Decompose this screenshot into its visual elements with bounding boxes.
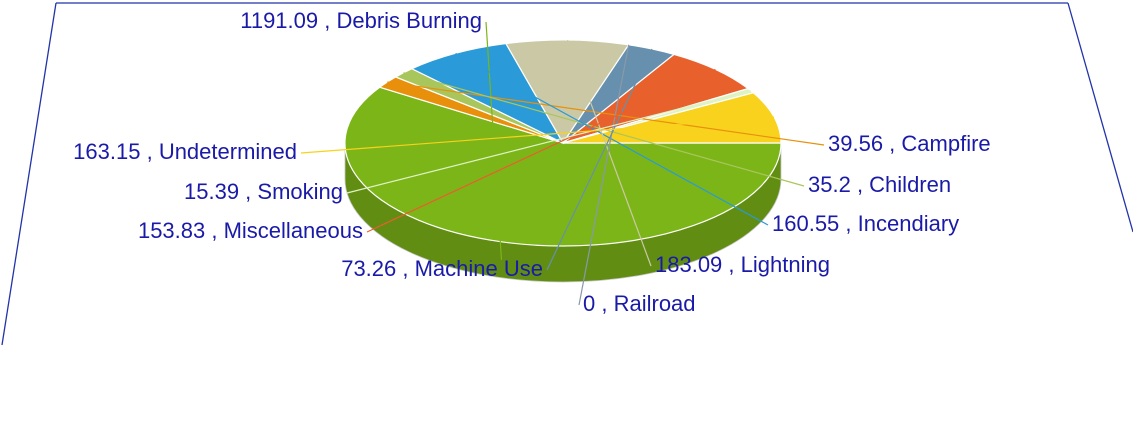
label-value: 153.83 <box>138 218 205 243</box>
leader-line <box>578 44 630 306</box>
leader-line <box>566 39 652 267</box>
frame-right <box>1067 2 1133 233</box>
label-separator: , <box>722 252 740 277</box>
label-value: 163.15 <box>73 139 140 164</box>
label-category: Machine Use <box>415 256 543 281</box>
label-separator: , <box>140 139 158 164</box>
label-category: Lightning <box>741 252 830 277</box>
frame <box>1 2 1133 346</box>
label-category: Children <box>869 172 951 197</box>
label-value: 15.39 <box>184 179 239 204</box>
label-separator: , <box>883 131 901 156</box>
pie-slice <box>344 86 782 247</box>
leader-line <box>455 52 769 226</box>
leader-line <box>346 90 751 194</box>
label-separator: , <box>595 291 613 316</box>
data-label: 1191.09 , Debris Burning <box>240 8 482 33</box>
label-separator: , <box>851 172 869 197</box>
leader-line <box>485 21 503 260</box>
data-label: 35.2 , Children <box>808 172 951 197</box>
frame-left <box>1 2 57 346</box>
label-value: 73.26 <box>341 256 396 281</box>
leader-line <box>546 48 653 271</box>
data-label: 39.56 , Campfire <box>828 131 991 156</box>
leader-line <box>366 68 716 233</box>
label-separator: , <box>396 256 414 281</box>
leader-line <box>403 72 805 187</box>
data-label: 0 , Railroad <box>583 291 696 316</box>
data-label: 160.55 , Incendiary <box>772 211 959 236</box>
label-value: 183.09 <box>655 252 722 277</box>
label-category: Incendiary <box>858 211 960 236</box>
leader-line <box>300 116 775 154</box>
data-label: 15.39 , Smoking <box>184 179 343 204</box>
label-value: 39.56 <box>828 131 883 156</box>
pie-tops <box>344 39 782 247</box>
label-category: Miscellaneous <box>224 218 363 243</box>
label-category: Undetermined <box>159 139 297 164</box>
labels: 1191.09 , Debris Burning 39.56 , Campfire… <box>73 8 990 316</box>
label-value: 160.55 <box>772 211 839 236</box>
data-label: 153.83 , Miscellaneous <box>138 218 363 243</box>
label-separator: , <box>318 8 336 33</box>
data-label: 183.09 , Lightning <box>655 252 830 277</box>
label-separator: , <box>205 218 223 243</box>
label-category: Campfire <box>901 131 990 156</box>
label-value: 0 <box>583 291 595 316</box>
label-category: Railroad <box>614 291 696 316</box>
label-category: Debris Burning <box>336 8 482 33</box>
label-value: 1191.09 <box>240 8 318 33</box>
data-label: 73.26 , Machine Use <box>341 256 543 281</box>
leader-line <box>387 81 825 146</box>
label-value: 35.2 <box>808 172 851 197</box>
leaders <box>300 21 825 306</box>
label-separator: , <box>239 179 257 204</box>
label-separator: , <box>839 211 857 236</box>
data-label: 163.15 , Undetermined <box>73 139 297 164</box>
label-category: Smoking <box>257 179 343 204</box>
